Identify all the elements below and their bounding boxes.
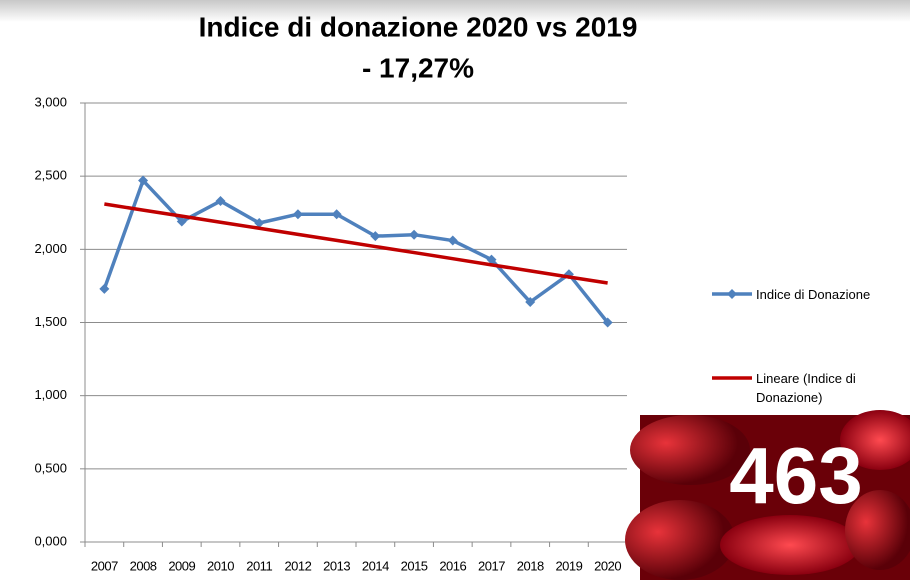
data-point xyxy=(409,229,420,240)
y-tick-label: 3,000 xyxy=(34,94,67,109)
blood-cell xyxy=(630,415,750,485)
blood-cell xyxy=(720,515,860,575)
data-point xyxy=(254,217,265,228)
y-tick-label: 2,500 xyxy=(34,168,67,183)
x-tick-label: 2012 xyxy=(284,558,311,573)
x-tick-label: 2008 xyxy=(130,558,157,573)
trend-line xyxy=(104,202,608,285)
data-point xyxy=(138,175,149,186)
data-point xyxy=(525,297,536,308)
photo-overlay: 463 xyxy=(625,410,910,580)
x-tick-label: 2007 xyxy=(91,558,118,573)
x-tick-label: 2016 xyxy=(439,558,466,573)
y-tick-label: 1,000 xyxy=(34,387,67,402)
y-tick-label: 1,500 xyxy=(34,314,67,329)
y-tick-label: 2,000 xyxy=(34,241,67,256)
legend-marker xyxy=(727,289,737,299)
data-point xyxy=(486,254,497,265)
legend-label: Lineare (Indice di Donazione) xyxy=(756,371,856,405)
data-point xyxy=(331,209,342,220)
x-tick-label: 2017 xyxy=(478,558,505,573)
top-band xyxy=(0,0,910,22)
x-tick-label: 2010 xyxy=(207,558,234,573)
blood-cell xyxy=(840,410,910,470)
x-tick-label: 2018 xyxy=(517,558,544,573)
legend-label: Indice di Donazione xyxy=(756,287,871,302)
chart-title: Indice di donazione 2020 vs 2019 xyxy=(199,11,638,42)
x-tick-label: 2009 xyxy=(168,558,195,573)
data-point xyxy=(215,196,226,207)
blood-cell xyxy=(845,490,910,570)
data-point xyxy=(447,235,458,246)
annotation: 463 xyxy=(729,431,862,520)
data-point xyxy=(292,209,303,220)
x-tick-label: 2013 xyxy=(323,558,350,573)
y-tick-label: 0,500 xyxy=(34,460,67,475)
x-tick-label: 2015 xyxy=(401,558,428,573)
data-point xyxy=(99,283,110,294)
y-tick-label: 0,000 xyxy=(34,533,67,548)
data-point xyxy=(602,317,613,328)
x-tick-label: 2011 xyxy=(246,558,272,573)
blood-cell xyxy=(625,500,735,580)
x-tick-label: 2020 xyxy=(594,558,621,573)
data-point xyxy=(370,231,381,242)
chart-subtitle: - 17,27% xyxy=(362,52,474,83)
x-tick-label: 2014 xyxy=(362,558,389,573)
x-tick-label: 2019 xyxy=(555,558,582,573)
data-point xyxy=(176,216,187,227)
